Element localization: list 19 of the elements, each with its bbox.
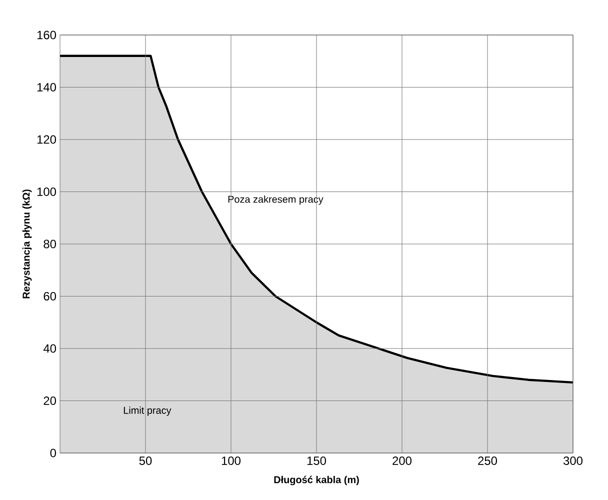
x-tick-label: 50 [139,456,152,465]
x-tick-label: 100 [222,456,241,465]
annotation: Poza zakresem pracy [228,195,324,205]
y-tick-label: 60 [44,292,56,300]
x-axis-title: Długość kabla (m) [274,476,359,486]
x-tick-label: 250 [478,456,498,465]
x-tick-label: 200 [392,456,412,465]
annotation: Limit pracy [124,406,172,416]
y-tick-label: 80 [44,240,56,248]
x-tick-label: 150 [307,456,326,465]
x-tick-label: 300 [563,456,583,465]
y-tick-label: 20 [44,396,56,405]
y-tick-label: 100 [37,188,56,196]
y-tick-label: 0 [50,448,56,458]
y-tick-label: 160 [37,30,56,40]
y-axis-title: Rezystancja płynu (kΩ) [22,190,32,298]
y-tick-label: 40 [43,344,56,353]
y-tick-label: 120 [37,135,56,144]
y-tick-label: 140 [37,83,56,92]
